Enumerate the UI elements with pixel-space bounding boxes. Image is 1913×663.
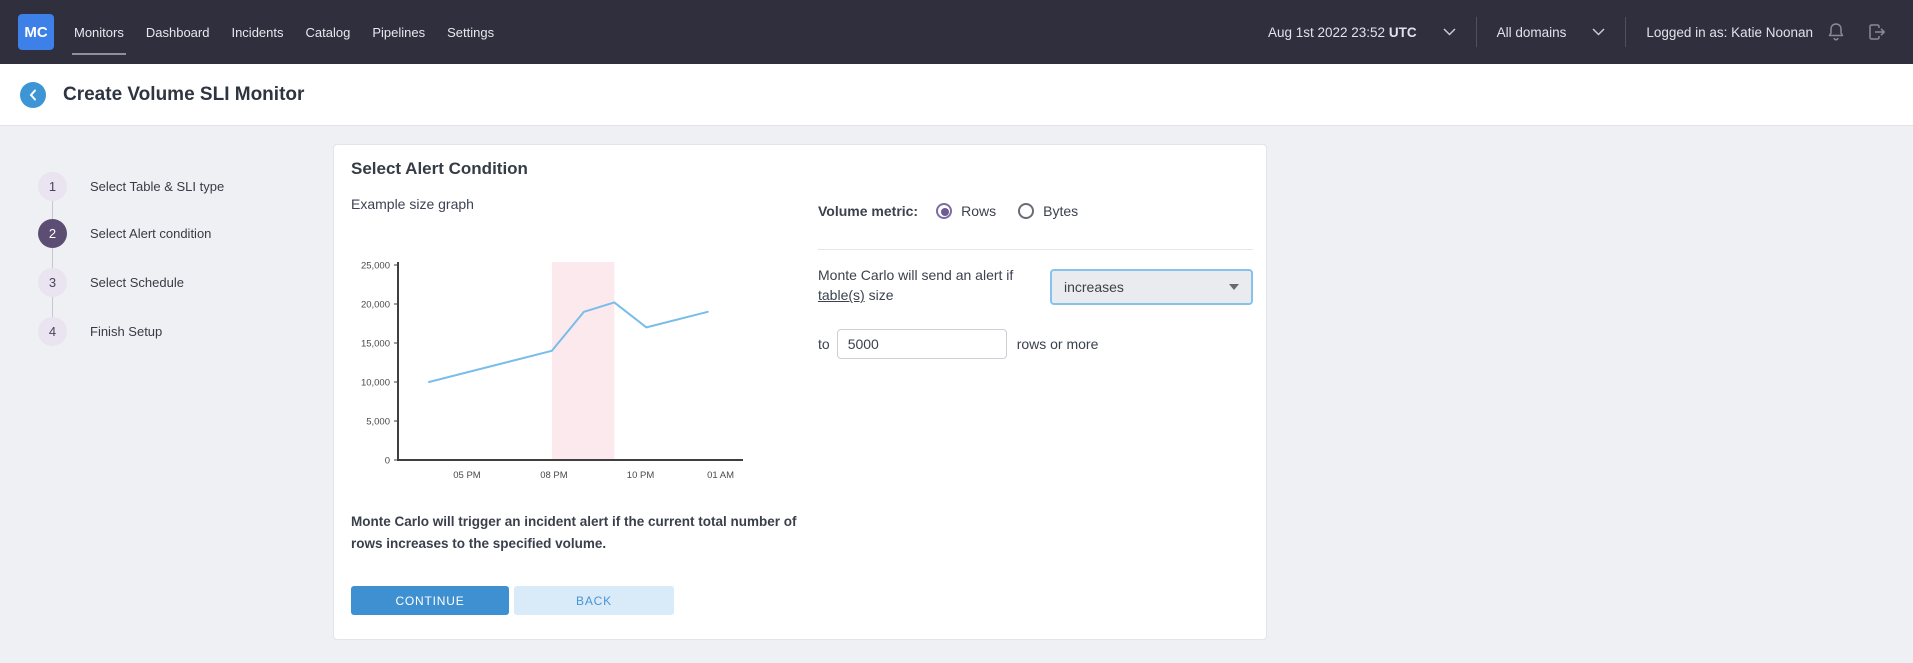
condition-text-size: size: [868, 287, 894, 304]
svg-text:10,000: 10,000: [361, 378, 390, 389]
nav-item-incidents[interactable]: Incidents: [231, 24, 284, 40]
chevron-down-icon: [1592, 28, 1605, 36]
condition-text: Monte Carlo will send an alert if table(…: [818, 265, 1013, 306]
primary-nav: Monitors Dashboard Incidents Catalog Pip…: [72, 19, 495, 55]
datetime-text: Aug 1st 2022 23:52: [1267, 24, 1386, 40]
svg-text:08 PM: 08 PM: [540, 470, 568, 481]
operator-select[interactable]: increases: [1050, 269, 1253, 305]
radio-bytes-icon[interactable]: [1018, 203, 1035, 219]
step-number: 1: [38, 172, 67, 201]
nav-item-settings[interactable]: Settings: [447, 24, 495, 40]
step-number: 2: [38, 219, 67, 248]
svg-text:25,000: 25,000: [361, 261, 390, 272]
svg-text:5,000: 5,000: [366, 417, 390, 428]
threshold-row: to rows or more: [818, 329, 1098, 359]
logout-icon[interactable]: [1867, 22, 1887, 42]
trigger-note-line2: rows increases to the specified volume.: [351, 535, 607, 551]
card-heading: Select Alert Condition: [351, 159, 528, 178]
threshold-suffix: rows or more: [1016, 336, 1099, 352]
top-nav-bar: MC Monitors Dashboard Incidents Catalog …: [0, 0, 1913, 64]
svg-text:01 AM: 01 AM: [707, 470, 734, 481]
step-label: Select Table & SLI type: [90, 179, 225, 194]
panel-divider: [818, 249, 1253, 250]
step-number: 3: [38, 268, 67, 297]
trigger-note-line1: Monte Carlo will trigger an incident ale…: [351, 514, 797, 529]
nav-item-monitors[interactable]: Monitors: [72, 19, 126, 55]
svg-text:05 PM: 05 PM: [453, 470, 481, 481]
back-step-button[interactable]: BACK: [514, 586, 674, 615]
radio-option-bytes[interactable]: Bytes: [1018, 203, 1078, 219]
step-label: Finish Setup: [90, 324, 163, 339]
stepper-item-select-schedule[interactable]: 3 Select Schedule: [38, 268, 184, 297]
radio-option-rows[interactable]: Rows: [936, 203, 996, 219]
radio-rows-label: Rows: [961, 203, 997, 219]
page-title: Create Volume SLI Monitor: [63, 83, 305, 105]
nav-item-catalog[interactable]: Catalog: [305, 24, 351, 40]
condition-text-line1: Monte Carlo will send an alert if: [818, 267, 1014, 283]
stepper-connector-line: [52, 186, 53, 332]
back-button[interactable]: [20, 81, 46, 108]
svg-text:15,000: 15,000: [361, 339, 390, 350]
logged-in-user-label: Logged in as: Katie Noonan: [1646, 24, 1813, 40]
threshold-input[interactable]: [836, 329, 1007, 359]
nav-item-pipelines[interactable]: Pipelines: [372, 24, 426, 40]
svg-text:20,000: 20,000: [361, 300, 390, 311]
continue-button[interactable]: CONTINUE: [351, 586, 509, 615]
chart-caption: Example size graph: [351, 196, 474, 212]
radio-rows-icon[interactable]: [936, 203, 953, 219]
button-row: CONTINUE BACK: [351, 586, 674, 615]
content-area: 1 Select Table & SLI type 2 Select Alert…: [0, 126, 1913, 663]
page-header: Create Volume SLI Monitor: [0, 64, 1913, 126]
volume-metric-label: Volume metric:: [818, 203, 919, 219]
datetime-selector[interactable]: Aug 1st 2022 23:52 UTC: [1268, 25, 1456, 40]
domain-selector-label: All domains: [1496, 24, 1567, 40]
to-label: to: [818, 336, 830, 352]
operator-select-value: increases: [1064, 279, 1124, 295]
trigger-note: Monte Carlo will trigger an incident ale…: [351, 511, 797, 554]
svg-text:0: 0: [385, 456, 390, 467]
nav-item-dashboard[interactable]: Dashboard: [145, 24, 210, 40]
svg-text:10 PM: 10 PM: [627, 470, 655, 481]
timezone-label: UTC: [1388, 24, 1417, 40]
step-label: Select Alert condition: [90, 226, 212, 241]
example-size-chart: 0 5,000 10,000 15,000 20,000 25,000 05 PM 08 PM…: [361, 261, 743, 481]
tables-link[interactable]: table(s): [818, 287, 865, 304]
nav-divider: [1625, 17, 1627, 47]
stepper-item-finish-setup[interactable]: 4 Finish Setup: [38, 317, 162, 346]
step-number: 4: [38, 317, 67, 346]
mc-logo[interactable]: MC: [18, 14, 54, 50]
nav-divider: [1475, 17, 1477, 47]
radio-bytes-label: Bytes: [1043, 203, 1079, 219]
stepper-item-select-alert-condition[interactable]: 2 Select Alert condition: [38, 219, 211, 248]
alert-condition-card: Select Alert Condition Example size grap…: [333, 144, 1267, 640]
domain-selector[interactable]: All domains: [1497, 25, 1606, 40]
step-label: Select Schedule: [90, 275, 184, 290]
notifications-bell-icon[interactable]: [1827, 22, 1845, 42]
volume-metric-row: Volume metric: Rows Bytes: [818, 203, 1100, 219]
caret-down-icon: [1229, 284, 1239, 290]
chevron-down-icon: [1443, 28, 1456, 36]
stepper-item-select-table[interactable]: 1 Select Table & SLI type: [38, 172, 224, 201]
